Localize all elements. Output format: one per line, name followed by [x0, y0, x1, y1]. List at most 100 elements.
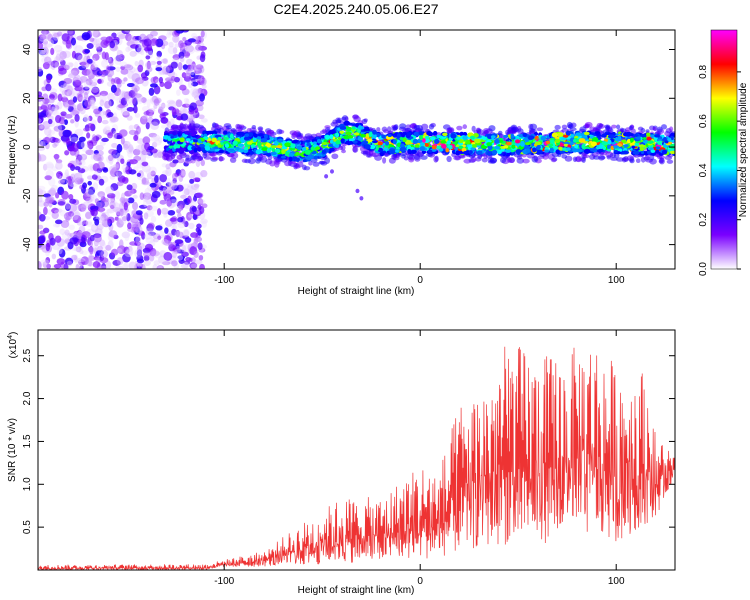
heatmap-cell	[136, 172, 142, 177]
heatmap-cell	[305, 139, 311, 143]
heatmap-cell	[153, 260, 160, 266]
heatmap-cell	[119, 197, 126, 203]
heatmap-cell	[170, 76, 176, 81]
heatmap-cell	[308, 161, 313, 166]
heatmap-cell	[196, 80, 205, 86]
heatmap-cell	[65, 202, 70, 210]
heatmap-cell	[105, 186, 114, 195]
heatmap-cell	[45, 163, 55, 169]
heatmap-cell	[635, 158, 641, 164]
heatmap-cell	[108, 99, 114, 107]
heatmap-cell	[45, 83, 52, 92]
heatmap-cell	[391, 126, 397, 132]
heatmap-cell	[97, 245, 103, 252]
heatmap-cell	[179, 106, 186, 115]
heatmap-cell	[74, 114, 80, 122]
heatmap-cell	[165, 163, 171, 170]
heatmap-cell	[79, 107, 86, 115]
heatmap-cell	[64, 229, 70, 236]
heatmap-cell	[142, 192, 152, 200]
heatmap-cell	[111, 166, 118, 175]
heatmap-cell	[105, 260, 112, 269]
heatmap-cell	[363, 150, 369, 155]
heatmap-cell	[45, 250, 50, 257]
heatmap-cell	[148, 112, 153, 118]
heatmap-cell	[433, 156, 439, 163]
heatmap-cell	[184, 39, 192, 46]
heatmap-cell	[165, 32, 172, 38]
heatmap-cell	[131, 96, 137, 105]
heatmap-cell	[83, 114, 90, 122]
heatmap-cell	[238, 132, 245, 136]
heatmap-cell	[188, 222, 195, 230]
heatmap-cell	[381, 134, 386, 139]
heatmap-cell	[528, 128, 535, 133]
heatmap-cell	[98, 215, 105, 225]
heatmap-cell	[150, 148, 158, 154]
heatmap-cell	[123, 140, 131, 149]
heatmap-cell	[51, 31, 58, 39]
heatmap-cell	[180, 194, 187, 199]
heatmap-cell	[69, 198, 77, 204]
heatmap-cell	[413, 124, 420, 131]
heatmap-cell	[99, 257, 109, 264]
heatmap-cell	[156, 265, 165, 269]
heatmap-cell	[54, 209, 62, 214]
heatmap-cell	[89, 245, 94, 255]
heatmap-cell	[125, 33, 132, 42]
heatmap-cell	[95, 144, 104, 152]
heatmap-cell	[38, 154, 42, 163]
heatmap-cell	[200, 118, 208, 123]
heatmap-cell	[140, 97, 148, 103]
heatmap-cell	[217, 136, 222, 141]
heatmap-cell	[121, 30, 131, 35]
heatmap-cell	[120, 68, 129, 75]
heatmap-cell	[657, 126, 663, 133]
heatmap-cell	[386, 126, 392, 133]
heatmap-cell	[141, 164, 151, 173]
heatmap-cell	[61, 231, 70, 241]
heatmap-cell	[598, 144, 603, 150]
heatmap-cell	[180, 263, 189, 269]
heatmap-cell	[115, 46, 120, 52]
heatmap-cell	[508, 156, 515, 164]
heatmap-cell	[134, 241, 141, 247]
heatmap-cell	[92, 261, 101, 269]
heatmap-cell	[96, 225, 103, 234]
heatmap-cell	[340, 138, 345, 144]
heatmap-cell	[148, 108, 156, 113]
heatmap-cell	[321, 149, 327, 154]
heatmap-cell	[59, 228, 66, 235]
heatmap-cell	[98, 178, 105, 186]
heatmap-cell	[85, 211, 92, 220]
heatmap-cell	[151, 118, 160, 126]
heatmap-cell	[506, 141, 512, 146]
heatmap-cell	[146, 34, 154, 40]
heatmap-cell	[66, 260, 73, 267]
heatmap-cell	[139, 153, 147, 162]
heatmap-cell	[109, 40, 116, 49]
heatmap-cell	[107, 240, 114, 249]
heatmap-cell	[491, 149, 498, 155]
heatmap-cell	[132, 194, 138, 199]
heatmap-cell	[589, 153, 596, 160]
heatmap-cell	[431, 145, 437, 150]
heatmap-cell	[178, 231, 184, 239]
heatmap-cell	[82, 86, 90, 91]
heatmap-cell	[152, 134, 161, 141]
heatmap-cell	[193, 183, 200, 188]
heatmap-cell	[135, 94, 144, 102]
heatmap-cell	[92, 58, 97, 67]
heatmap-cell	[56, 258, 66, 265]
heatmap-cell	[445, 148, 450, 153]
heatmap-cell	[98, 206, 105, 213]
heatmap-cell	[192, 88, 202, 97]
heatmap-cell	[150, 170, 156, 177]
heatmap-cell	[146, 200, 152, 206]
heatmap-cell	[105, 65, 111, 74]
heatmap-cell	[69, 232, 78, 238]
heatmap-cell	[596, 122, 603, 128]
heatmap-cell	[148, 87, 155, 96]
heatmap-cell	[189, 69, 195, 76]
heatmap-cell	[82, 220, 89, 226]
